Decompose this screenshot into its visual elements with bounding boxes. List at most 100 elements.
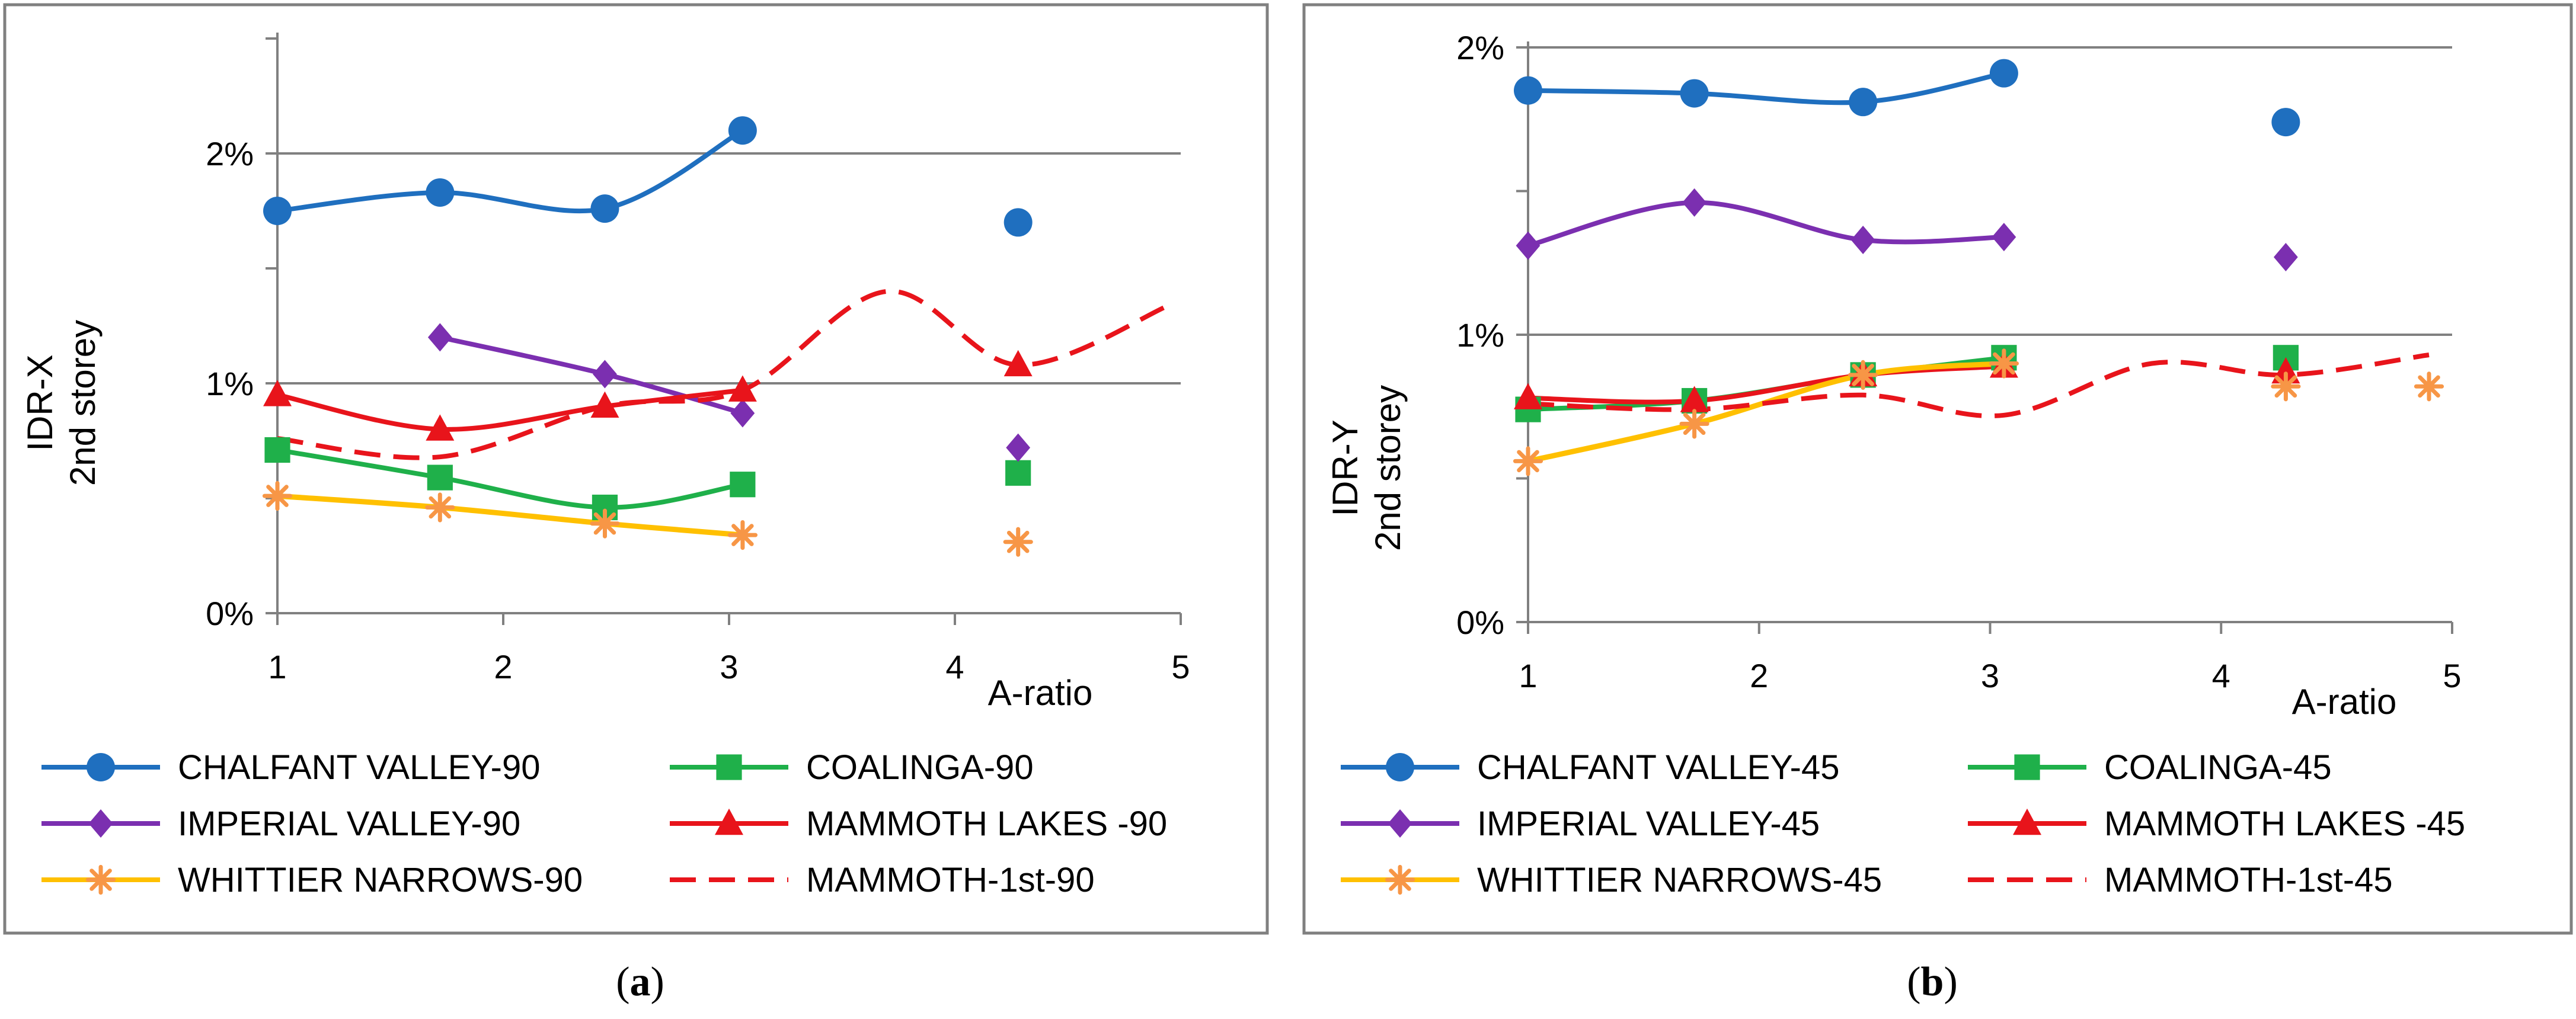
data-point-whittier bbox=[1513, 446, 1543, 476]
panel-b-chart: 0% 1% 2% 1 2 3 4 5 A-ratio IDR-Y2nd storey CHALFAN… bbox=[1302, 3, 2573, 1005]
panel-frame bbox=[1302, 3, 2573, 935]
series-line-chalfant bbox=[277, 128, 744, 214]
y-axis-label-line1: IDR-Y bbox=[1325, 419, 1365, 516]
y-axis-label-line2: 2nd storey bbox=[1368, 385, 1408, 551]
data-point-whittier bbox=[1679, 409, 1709, 439]
legend-label-chalfant: CHALFANT VALLEY-45 bbox=[1477, 748, 1839, 787]
data-point-chalfant bbox=[1680, 79, 1709, 108]
caption-open-paren: ( bbox=[1907, 959, 1920, 1005]
legend-marker-coalinga bbox=[716, 754, 742, 780]
legend-marker-chalfant bbox=[1386, 753, 1414, 781]
x-tick-label: 3 bbox=[720, 648, 738, 685]
data-point-whittier bbox=[1989, 348, 2019, 379]
data-point-chalfant bbox=[263, 197, 292, 225]
data-point-imperial bbox=[1516, 231, 1541, 260]
legend-marker-whittier bbox=[85, 864, 116, 895]
panel-caption: (a) bbox=[616, 959, 664, 1005]
data-point-whittier bbox=[2271, 371, 2301, 402]
caption-close-paren: ) bbox=[651, 959, 664, 1005]
legend-label-mammoth: MAMMOTH LAKES -90 bbox=[806, 805, 1167, 843]
data-point-imperial bbox=[1006, 433, 1031, 462]
data-point-mammoth bbox=[263, 380, 292, 406]
legend-label-mammoth-1st: MAMMOTH-1st-90 bbox=[806, 861, 1095, 899]
data-point-imperial bbox=[2273, 243, 2298, 272]
legend-label-mammoth-1st: MAMMOTH-1st-45 bbox=[2104, 861, 2393, 899]
data-point-imperial bbox=[593, 360, 617, 389]
legend-label-whittier: WHITTIER NARROWS-90 bbox=[178, 861, 583, 899]
data-point-chalfant bbox=[426, 178, 455, 207]
legend-marker-whittier bbox=[1385, 864, 1415, 895]
y-tick-label: 1% bbox=[206, 365, 254, 402]
legend-marker-imperial bbox=[1388, 809, 1412, 838]
legend-label-imperial: IMPERIAL VALLEY-90 bbox=[178, 805, 520, 843]
data-point-imperial bbox=[1992, 223, 2016, 252]
data-point-whittier bbox=[1848, 360, 1878, 390]
x-tick-label: 5 bbox=[2443, 657, 2461, 694]
data-point-imperial bbox=[1682, 188, 1707, 217]
panel-frame bbox=[3, 3, 1269, 935]
x-tick-label: 5 bbox=[1171, 648, 1190, 685]
x-tick-label: 4 bbox=[2212, 657, 2230, 694]
data-point-mammoth bbox=[1003, 350, 1033, 377]
x-tick-label: 1 bbox=[1519, 657, 1537, 694]
data-point-mammoth bbox=[728, 375, 757, 402]
y-tick-label: 1% bbox=[1456, 316, 1504, 354]
legend-marker-chalfant bbox=[87, 753, 115, 781]
data-point-chalfant bbox=[1003, 208, 1033, 237]
data-point-chalfant bbox=[728, 116, 757, 145]
legend-label-whittier: WHITTIER NARROWS-45 bbox=[1477, 861, 1882, 899]
series-line-chalfant bbox=[1527, 71, 2005, 105]
data-point-chalfant bbox=[1849, 88, 1878, 117]
data-point-whittier bbox=[1003, 527, 1033, 557]
data-point-mammoth bbox=[1514, 383, 1542, 409]
series-line-mammoth bbox=[277, 387, 743, 432]
y-tick-label: 0% bbox=[206, 595, 254, 632]
x-tick-label: 2 bbox=[494, 648, 512, 685]
data-point-coalinga bbox=[1005, 460, 1031, 486]
series-line-whittier bbox=[1527, 361, 2005, 464]
caption-open-paren: ( bbox=[616, 959, 629, 1005]
data-point-whittier bbox=[425, 492, 455, 523]
caption-letter: b bbox=[1921, 959, 1944, 1005]
y-tick-label: 2% bbox=[1456, 29, 1504, 66]
caption-letter: a bbox=[630, 959, 651, 1005]
data-point-mammoth bbox=[426, 414, 455, 441]
series-line-mammoth bbox=[1527, 364, 2005, 405]
legend-label-coalinga: COALINGA-90 bbox=[806, 748, 1034, 787]
series-line-whittier bbox=[277, 493, 743, 538]
data-point-chalfant bbox=[1989, 59, 2018, 88]
data-point-mammoth bbox=[590, 391, 619, 418]
series-line-mammoth-1st bbox=[277, 289, 1171, 460]
x-tick-label: 2 bbox=[1750, 657, 1768, 694]
y-axis-label: IDR-Y2nd storey bbox=[1325, 385, 1408, 551]
y-tick-label: 0% bbox=[1456, 604, 1504, 641]
data-point-whittier bbox=[262, 481, 293, 511]
legend-label-chalfant: CHALFANT VALLEY-90 bbox=[178, 748, 540, 787]
data-point-imperial bbox=[427, 323, 452, 352]
panel-caption: (b) bbox=[1907, 959, 1958, 1005]
data-point-mammoth bbox=[1680, 386, 1709, 412]
data-point-whittier bbox=[2414, 371, 2444, 402]
data-point-coalinga bbox=[264, 437, 290, 463]
data-point-whittier bbox=[590, 508, 620, 539]
legend-marker-mammoth bbox=[715, 808, 743, 835]
data-point-chalfant bbox=[1514, 76, 1542, 105]
y-tick-label: 2% bbox=[206, 135, 254, 172]
y-axis-label-line2: 2nd storey bbox=[63, 320, 103, 486]
data-point-chalfant bbox=[590, 194, 619, 223]
series-line-imperial bbox=[439, 335, 743, 416]
caption-close-paren: ) bbox=[1944, 959, 1957, 1005]
legend-marker-imperial bbox=[88, 809, 113, 838]
series-line-imperial bbox=[1527, 200, 2004, 248]
data-point-imperial bbox=[1850, 225, 1875, 254]
data-point-whittier bbox=[727, 520, 758, 550]
data-point-chalfant bbox=[2271, 108, 2300, 137]
legend-marker-mammoth bbox=[2013, 808, 2041, 835]
legend-label-coalinga: COALINGA-45 bbox=[2104, 748, 2332, 787]
x-tick-label: 4 bbox=[945, 648, 964, 685]
data-point-coalinga bbox=[427, 464, 453, 491]
x-axis-label: A-ratio bbox=[2292, 682, 2397, 722]
series-line-coalinga bbox=[277, 447, 743, 510]
panel-a-chart: 0% 1% 2% 1 2 3 4 5 A-ratio IDR-X2nd storey CHALFAN… bbox=[3, 3, 1269, 1005]
